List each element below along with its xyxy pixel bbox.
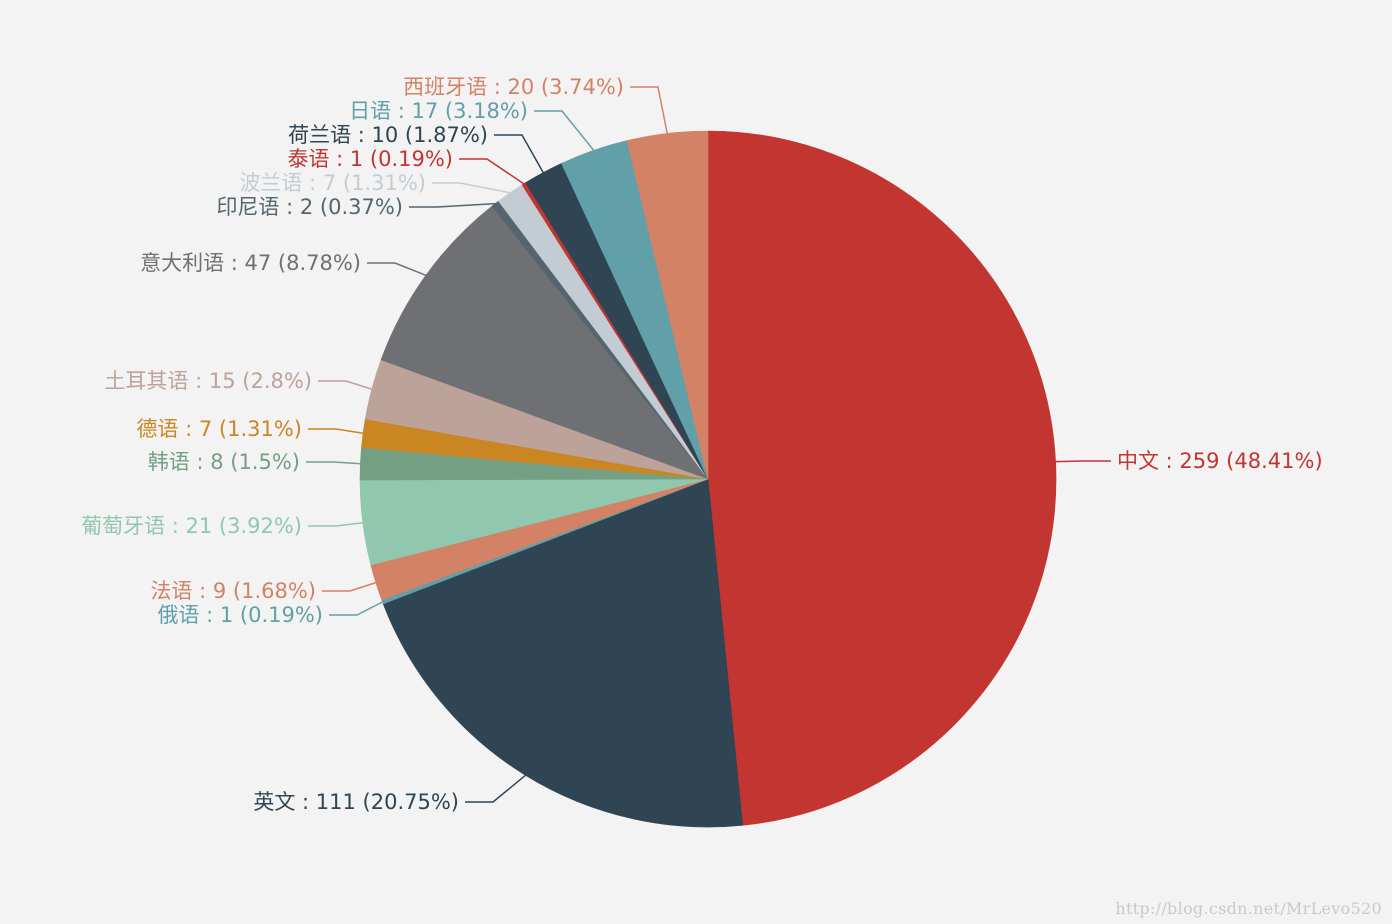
slice-label: 法语 : 9 (1.68%) — [150, 579, 316, 603]
pie-slice[interactable] — [626, 130, 709, 480]
slice-label: 荷兰语 : 10 (1.87%) — [288, 123, 488, 147]
slice-label: 日语 : 17 (3.18%) — [349, 99, 528, 123]
slice-label: 波兰语 : 7 (1.31%) — [239, 171, 426, 195]
label-line — [630, 86, 668, 134]
pie-slice[interactable] — [382, 478, 744, 828]
label-line — [432, 182, 511, 194]
slice-label: 西班牙语 : 20 (3.74%) — [403, 75, 624, 99]
slice-label: 英文 : 111 (20.75%) — [253, 790, 459, 814]
slice-label: 印尼语 : 2 (0.37%) — [216, 195, 403, 219]
label-line — [459, 158, 525, 185]
watermark: http://blog.csdn.net/MrLevo520 — [1115, 899, 1382, 918]
slice-label: 土耳其语 : 15 (2.8%) — [104, 369, 312, 393]
slice-label: 俄语 : 1 (0.19%) — [157, 603, 323, 627]
slice-label: 德语 : 7 (1.31%) — [136, 417, 302, 441]
label-line — [322, 581, 377, 592]
label-line — [409, 202, 496, 208]
label-line — [308, 522, 363, 527]
label-line — [306, 461, 361, 465]
pie-slice[interactable] — [707, 130, 1057, 826]
slice-label: 葡萄牙语 : 21 (3.92%) — [81, 514, 302, 538]
label-line — [534, 110, 595, 151]
slice-label: 泰语 : 1 (0.19%) — [287, 147, 453, 171]
pie-slices — [359, 130, 1057, 828]
label-line — [318, 380, 373, 390]
label-line — [494, 134, 544, 173]
label-line — [367, 262, 427, 276]
label-line — [1055, 460, 1111, 463]
slice-labels: 中文 : 259 (48.41%) 英文 : 111 (20.75%) 俄语 : 1… — [81, 75, 1323, 814]
slice-label: 意大利语 : 47 (8.78%) — [140, 251, 361, 275]
label-lines — [306, 86, 1111, 803]
slice-label: 韩语 : 8 (1.5%) — [148, 450, 300, 474]
pie-slice[interactable] — [380, 205, 709, 480]
label-line — [308, 428, 364, 434]
label-line — [329, 601, 383, 616]
label-line — [465, 774, 526, 803]
slice-label: 中文 : 259 (48.41%) — [1117, 449, 1323, 473]
